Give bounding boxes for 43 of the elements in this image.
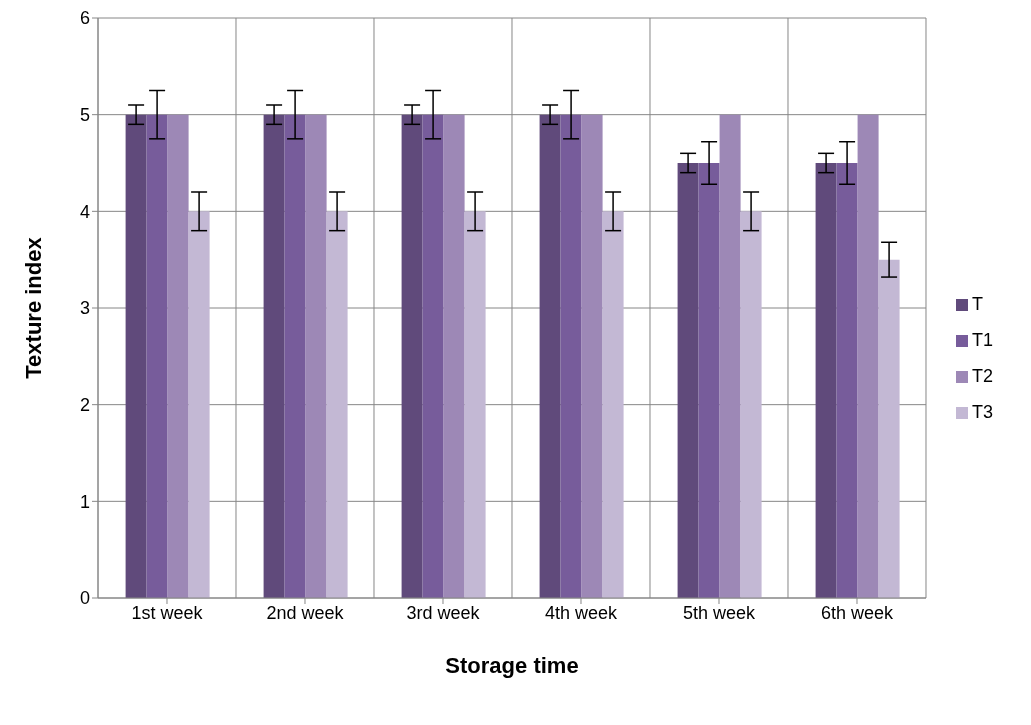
bar: [263, 114, 285, 598]
bar: [125, 114, 147, 598]
bar: [878, 259, 900, 598]
y-tick-label: 3: [79, 298, 90, 319]
bar: [539, 114, 561, 598]
bar: [740, 211, 762, 598]
x-axis-title: Storage time: [445, 653, 579, 678]
bar: [602, 211, 624, 598]
bar: [284, 114, 306, 598]
bar: [857, 114, 879, 598]
bar: [815, 163, 837, 598]
bar: [581, 114, 603, 598]
x-tick-label: 6th week: [820, 602, 895, 623]
bar: [443, 114, 465, 598]
bar: [560, 114, 582, 598]
bar: [836, 163, 858, 598]
y-tick-label: 2: [79, 395, 90, 416]
bar: [698, 163, 720, 598]
bar: [326, 211, 348, 598]
y-tick-label: 6: [79, 8, 90, 29]
legend-label: T2: [971, 366, 993, 386]
bar: [719, 114, 741, 598]
x-tick-label: 1st week: [131, 602, 204, 623]
bar: [677, 163, 699, 598]
bar: [305, 114, 327, 598]
y-tick-label: 4: [79, 201, 90, 222]
x-tick-label: 5th week: [682, 602, 757, 623]
legend-label: T3: [971, 402, 993, 422]
bar: [146, 114, 168, 598]
bar: [401, 114, 423, 598]
x-tick-label: 3rd week: [406, 602, 481, 623]
y-tick-label: 1: [79, 491, 90, 512]
legend-label: T1: [971, 330, 993, 350]
y-tick-label: 5: [79, 105, 90, 126]
y-axis-title: Texture index: [20, 236, 46, 379]
legend-label: T: [971, 294, 983, 314]
bar: [422, 114, 444, 598]
bar: [167, 114, 189, 598]
y-tick-label: 0: [79, 588, 90, 609]
x-tick-label: 2nd week: [266, 602, 345, 623]
bar: [464, 211, 486, 598]
x-tick-label: 4th week: [544, 602, 619, 623]
bar: [188, 211, 210, 598]
